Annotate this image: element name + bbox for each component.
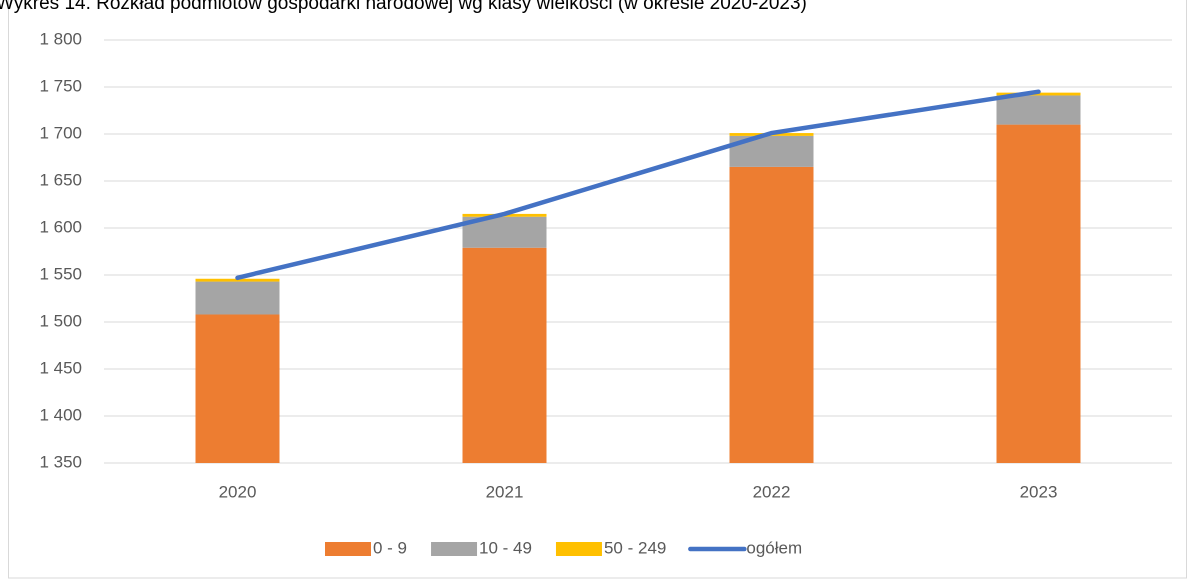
legend-label: 0 - 9	[373, 538, 407, 557]
bar-segment	[996, 124, 1081, 463]
y-tick-label: 1 550	[39, 264, 82, 283]
bar-segment	[729, 166, 814, 463]
legend-swatch	[325, 542, 371, 556]
bar-segment	[462, 247, 547, 463]
chart-border	[8, 0, 1187, 579]
bar-segment	[996, 95, 1081, 125]
y-tick-label: 1 450	[39, 358, 82, 377]
x-tick-label: 2021	[486, 482, 524, 501]
bar-segment	[195, 281, 280, 315]
bar-segment	[195, 314, 280, 463]
legend-label: 10 - 49	[479, 538, 532, 557]
x-tick-label: 2020	[219, 482, 257, 501]
bar-segment	[195, 278, 280, 282]
legend-label: 50 - 249	[604, 538, 666, 557]
y-tick-label: 1 750	[39, 76, 82, 95]
y-tick-label: 1 500	[39, 311, 82, 330]
chart-title: Wykres 14. Rozkład podmiotów gospodarki …	[0, 0, 807, 14]
total-line	[235, 89, 1041, 281]
y-tick-label: 1 400	[39, 405, 82, 424]
y-tick-label: 1 650	[39, 170, 82, 189]
x-tick-label: 2022	[753, 482, 791, 501]
legend-swatch	[431, 542, 478, 556]
bar-segment	[996, 92, 1081, 96]
legend-label: ogółem	[746, 538, 802, 557]
x-tick-label: 2023	[1020, 482, 1058, 501]
y-tick-label: 1 800	[39, 29, 82, 48]
y-tick-label: 1 600	[39, 217, 82, 236]
y-tick-label: 1 350	[39, 452, 82, 471]
y-tick-label: 1 700	[39, 123, 82, 142]
legend-swatch	[555, 542, 602, 556]
